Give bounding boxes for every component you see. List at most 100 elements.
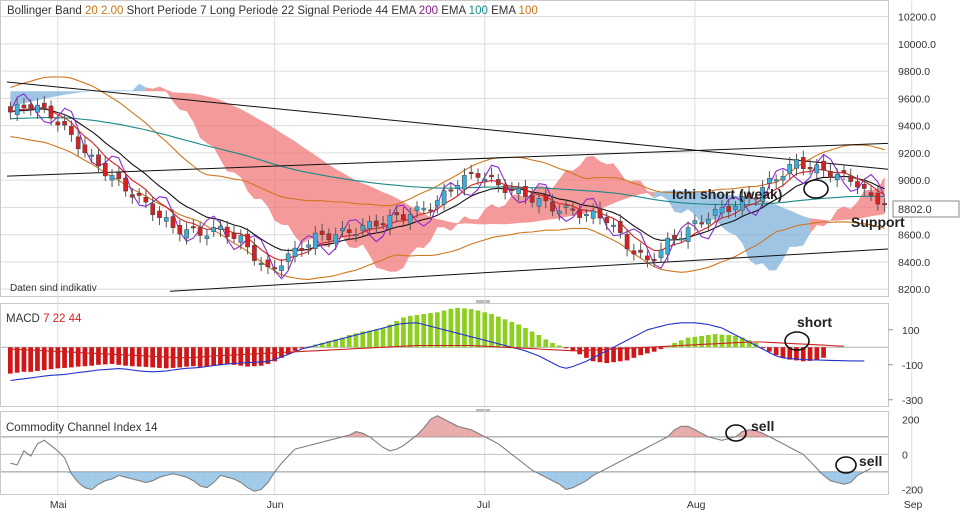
candle-down	[346, 229, 352, 234]
candle-up	[482, 178, 488, 181]
macd-line	[10, 322, 865, 382]
legend-item: 7	[197, 5, 207, 17]
macd-histogram-bar	[319, 342, 325, 348]
cci-oversold-fill	[84, 471, 92, 490]
price-tick-label: 9800.0	[898, 66, 930, 78]
candle-up	[306, 244, 311, 248]
cci-oversold-fill	[139, 471, 146, 483]
candle-up	[584, 214, 589, 217]
candle-down	[62, 121, 67, 126]
macd-histogram-bar	[353, 333, 359, 348]
macd-histogram-bar	[821, 347, 826, 358]
macd-tick-label: 100	[902, 325, 920, 337]
candle-down	[550, 201, 555, 212]
candle-down	[529, 195, 535, 203]
kumo-cloud-bull	[10, 83, 146, 107]
x-tick-label: Jun	[267, 499, 284, 511]
macd-histogram-bar	[617, 347, 623, 362]
candle-up	[462, 175, 467, 190]
price-tick-label: 9600.0	[898, 93, 930, 105]
candle-up	[665, 237, 671, 255]
candle-up	[109, 175, 115, 181]
kumo-cloud-bear	[810, 176, 885, 234]
macd-histogram-bar	[678, 340, 684, 348]
macd-histogram-bar	[475, 310, 481, 348]
candle-up	[89, 154, 95, 157]
macd-histogram-bar	[109, 347, 115, 364]
cci-oversold-fill	[572, 471, 580, 488]
cci-sell-circle-1	[725, 424, 747, 442]
cci-legend-item: 14	[142, 422, 159, 434]
candle-down	[231, 233, 237, 239]
candle-down	[401, 214, 406, 221]
ichimoku-cloud-layer	[10, 83, 885, 272]
price-tick-label: 10000.0	[898, 39, 936, 51]
support-annotation: Support	[851, 214, 905, 230]
candle-up	[14, 104, 20, 116]
candle-up	[163, 217, 169, 222]
cci-oversold-fill	[152, 471, 160, 481]
cci-oversold-fill	[247, 471, 255, 492]
macd-histogram-bar	[543, 339, 549, 348]
macd-histogram-bar	[21, 347, 27, 372]
candle-down	[848, 175, 854, 182]
cci-legend: Commodity Channel Index 14	[6, 422, 158, 434]
candle-up	[360, 225, 366, 231]
macd-histogram-bar	[807, 347, 813, 361]
sell-annotation-1: sell	[751, 418, 774, 434]
axis-layer: MaiJunJulAugSep8200.08400.08600.08800.09…	[50, 12, 936, 511]
candle-down	[299, 248, 305, 251]
candle-down	[123, 177, 128, 192]
cci-sell-circle-2	[835, 456, 857, 474]
candle-down	[394, 212, 400, 216]
candle-down	[136, 193, 142, 196]
macd-histogram-bar	[265, 347, 271, 364]
candle-down	[875, 192, 881, 205]
candle-down	[726, 206, 732, 213]
cci-overbought-fill	[423, 419, 431, 437]
support-trendline	[169, 248, 889, 292]
candle-down	[41, 102, 47, 108]
candle-down	[502, 185, 508, 193]
candle-down	[75, 136, 81, 150]
macd-tick-label: -100	[902, 360, 923, 372]
cci-oversold-fill	[566, 471, 573, 490]
candle-up	[773, 179, 779, 182]
macd-histogram-bar	[645, 347, 650, 354]
cci-oversold-fill	[545, 471, 553, 481]
candle-down	[828, 170, 833, 178]
macd-histogram-bar	[96, 347, 101, 365]
macd-histogram-bar	[496, 316, 501, 348]
macd-histogram-bar	[536, 335, 542, 348]
cci-oversold-fill	[213, 471, 221, 483]
macd-histogram-bar	[502, 319, 508, 348]
candle-down	[448, 189, 454, 192]
macd-histogram-bar	[712, 334, 718, 348]
kumo-cloud-bear	[145, 86, 655, 272]
candle-down	[570, 208, 576, 211]
candle-down	[8, 106, 13, 113]
macd-histogram-bar	[516, 324, 521, 348]
candle-down	[868, 192, 874, 196]
candle-down	[55, 121, 61, 126]
candle-up	[767, 178, 772, 184]
candle-down	[157, 210, 162, 218]
candle-up	[312, 232, 318, 250]
macd-histogram-bar	[326, 341, 332, 348]
cci-overbought-fill	[694, 429, 702, 437]
macd-histogram-bar	[529, 331, 535, 348]
legend-item: EMA	[488, 5, 516, 17]
cci-oversold-fill	[234, 471, 241, 483]
cci-legend-item: Commodity Channel Index	[6, 422, 142, 434]
candle-up	[834, 174, 840, 181]
cci-overbought-fill	[674, 426, 682, 437]
macd-legend-item: 7	[40, 313, 50, 325]
macd-histogram-bar	[631, 347, 637, 358]
candle-down	[617, 221, 623, 233]
cci-overbought-fill	[464, 428, 472, 437]
candle-up	[685, 227, 691, 242]
candle-down	[624, 233, 630, 250]
candle-down	[597, 208, 603, 219]
x-tick-label: Mai	[50, 499, 67, 511]
